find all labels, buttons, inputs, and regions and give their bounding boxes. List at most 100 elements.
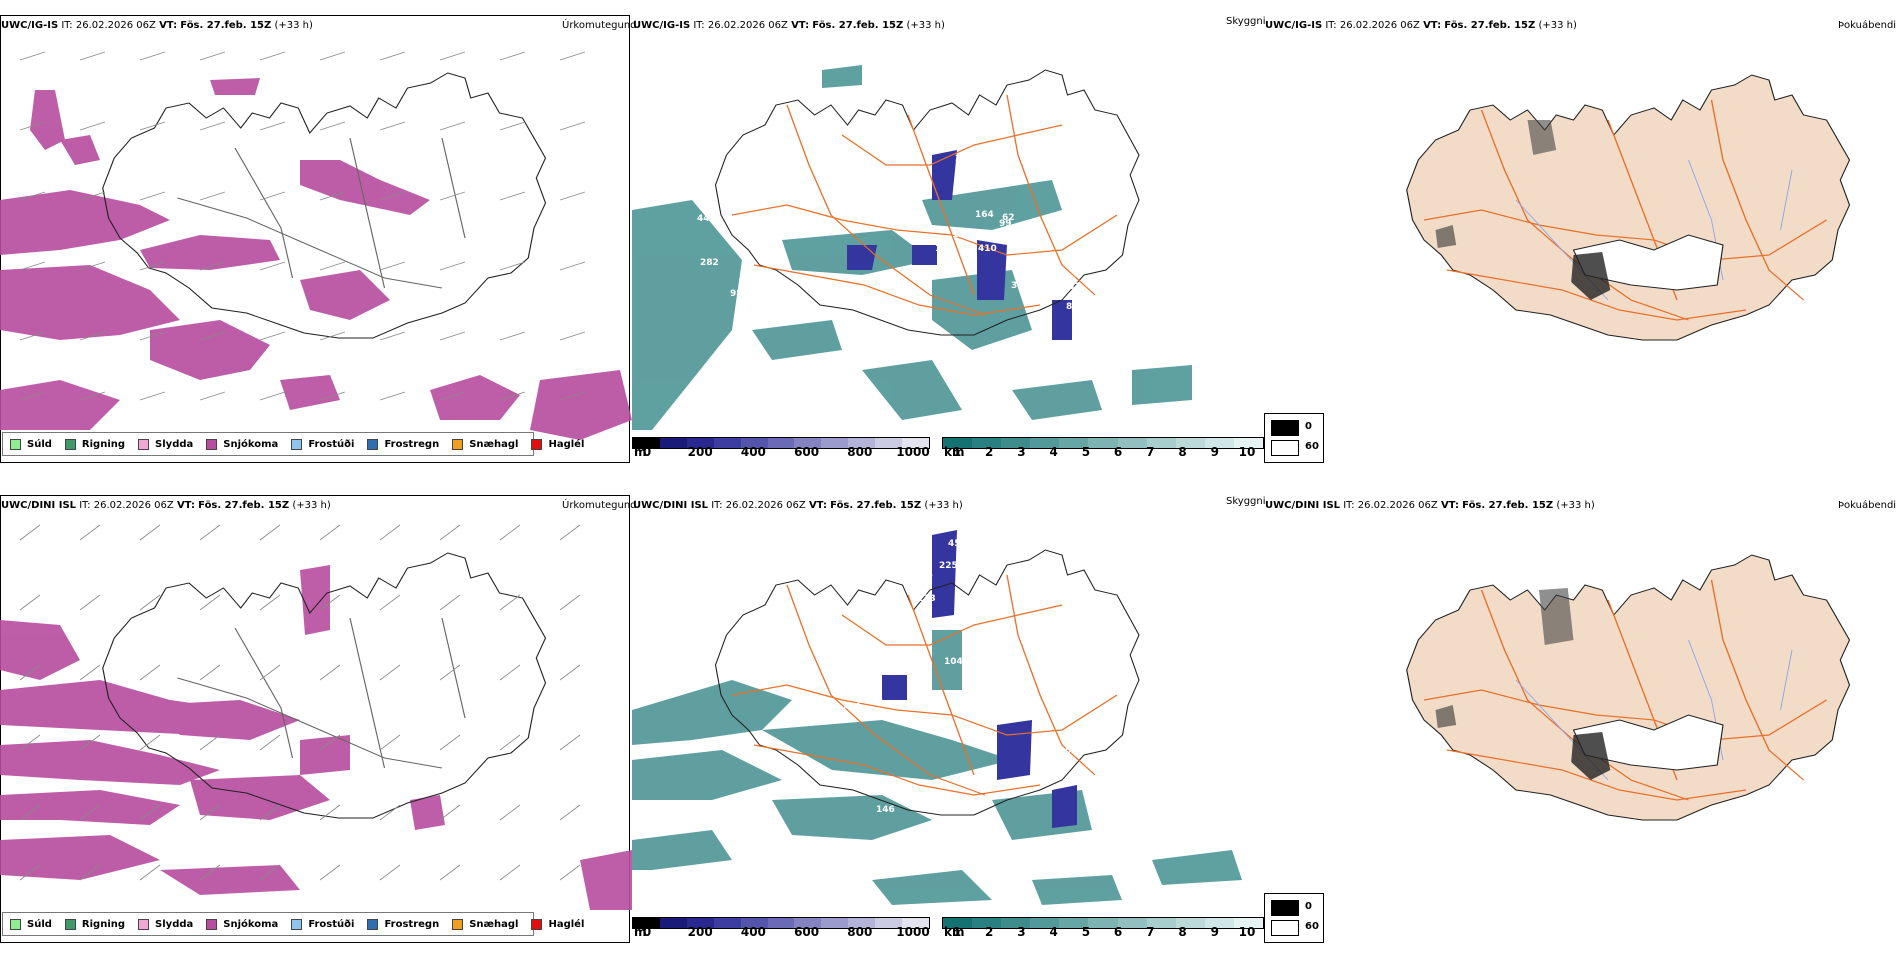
colorbar-step (1204, 918, 1234, 928)
legend-label: Snæhagl (469, 438, 519, 450)
ceiling-value-label: 98 (898, 657, 911, 667)
visibility-colorbar (942, 437, 1264, 449)
colorbar-step (1175, 918, 1205, 928)
legend-item: Snæhagl (452, 438, 519, 450)
colorbar-step (875, 438, 903, 448)
colorbar-step (713, 918, 741, 928)
colorbar-tick: 1000 (896, 445, 930, 459)
colorbar-tick: 3 (1017, 445, 1026, 459)
legend-label: Rigning (81, 918, 126, 930)
colorbar-step (740, 438, 768, 448)
colorbar-tick: 200 (687, 925, 713, 939)
colorbar-step (1001, 438, 1031, 448)
legend-item: Snæhagl (452, 918, 518, 930)
colorbar-step (1059, 918, 1089, 928)
colorbar-step (1088, 438, 1118, 448)
colorbar-step (875, 918, 903, 928)
fog-label-0: 0 (1305, 421, 1312, 432)
legend-swatch (10, 438, 21, 450)
visibility-panel: UWC/IG-IS IT: 26.02.2026 06Z VT: Fös. 27… (632, 0, 1266, 475)
colorbar-step (1117, 438, 1147, 448)
fog-swatch-0 (1271, 420, 1299, 436)
row-bottom: UWC/DINI ISL IT: 26.02.2026 06Z VT: Fös.… (0, 480, 1900, 955)
legend-label: Súld (27, 918, 52, 930)
ceiling-ticks: 0 200 400 600 800 1000 (632, 445, 930, 459)
legend-item: Snjókoma (206, 438, 278, 450)
visibility-panel: UWC/DINI ISL IT: 26.02.2026 06Z VT: Fös.… (632, 480, 1266, 955)
ceiling-value-label: 143 (954, 598, 973, 608)
colorbar-tick: 5 (1081, 925, 1091, 939)
ceiling-value-label: 77 (1011, 681, 1024, 691)
legend-item: Haglél (531, 438, 584, 450)
colorbar-tick: 0 (642, 925, 652, 939)
colorbar-step (740, 918, 768, 928)
colorbar-step (821, 438, 849, 448)
colorbar-tick: 600 (794, 445, 820, 459)
visibility-unit: km (944, 925, 965, 939)
colorbar-tick: 400 (740, 925, 766, 939)
ceiling-value-label: 981 (730, 289, 749, 299)
colorbar-step (1088, 918, 1118, 928)
legend-item: Frostregn (367, 918, 440, 930)
ceiling-colorbar (632, 917, 930, 929)
colorbar-tick: 1 (952, 925, 962, 939)
legend-item: Haglél (531, 918, 584, 930)
ceiling-value-label: 529 (864, 696, 883, 706)
legend-swatch (531, 438, 543, 450)
colorbar-step (1233, 918, 1264, 928)
ceiling-value-label: 449 (697, 214, 716, 224)
colorbar-step (659, 918, 687, 928)
legend-label: Snjókoma (223, 918, 279, 930)
ceiling-value-label: 111 (952, 230, 971, 240)
legend-swatch (367, 918, 379, 930)
legend-label: Frostregn (384, 918, 440, 930)
colorbar-tick: 4 (1049, 445, 1058, 459)
legend-item: Slydda (138, 918, 193, 930)
colorbar-tick: 2 (985, 925, 994, 939)
legend-label: Rigning (81, 438, 126, 450)
panel-right-title: Skyggni (1226, 496, 1266, 507)
ceiling-value-label: 164 (975, 210, 994, 220)
colorbar-step (848, 918, 876, 928)
row-top: UWC/IG-IS IT: 26.02.2026 06Z VT: Fös. 27… (0, 0, 1900, 475)
colorbar-step (902, 918, 929, 928)
fog-map (1406, 74, 1851, 341)
precip-map (0, 524, 632, 910)
colorbar-step (1030, 918, 1060, 928)
ceiling-value-label: 146 (876, 805, 895, 815)
colorbar-step (972, 438, 1002, 448)
ceiling-value-label: 225 (939, 561, 958, 571)
colorbar-tick: 7 (1146, 445, 1155, 459)
colorbar-step (633, 438, 660, 448)
fog-legend: 0 60 (1264, 893, 1324, 943)
panel-right-title: Skyggni (1226, 16, 1266, 27)
ceiling-value-label: 961 (763, 311, 782, 321)
ceiling-value-label: 410 (978, 244, 997, 254)
visibility-ticks: 1 2 3 4 5 6 7 8 9 10 (942, 445, 1262, 459)
visibility-ticks: 1 2 3 4 5 6 7 8 9 10 (942, 925, 1262, 939)
fog-swatch-1 (1271, 440, 1299, 456)
colorbar-step (1146, 918, 1176, 928)
colorbar-step (972, 918, 1002, 928)
legend-swatch (531, 918, 543, 930)
colorbar-step (1175, 438, 1205, 448)
fog-swatch-0 (1271, 900, 1299, 916)
colorbar-step (1030, 438, 1060, 448)
colorbar-step (686, 918, 714, 928)
ceiling-value-label: 104 (944, 657, 963, 667)
fog-swatch-1 (1271, 920, 1299, 936)
legend-label: Frostregn (384, 438, 440, 450)
panel-right-title: Þokuábendi (1838, 20, 1897, 31)
legend-item: Slydda (138, 438, 193, 450)
fog-map (1406, 554, 1851, 821)
colorbar-step (767, 918, 795, 928)
ceiling-value-label: 133 (917, 594, 936, 604)
precip-type-legend: Súld Rigning Slydda Snjókoma Frostúði Frostre… (2, 432, 584, 456)
colorbar-step (943, 438, 973, 448)
ceiling-value-label: 212 (955, 154, 974, 164)
legend-swatch (452, 438, 464, 450)
colorbar-tick: 3 (1017, 925, 1026, 939)
legend-swatch (138, 438, 150, 450)
panel-title: UWC/IG-IS IT: 26.02.2026 06Z VT: Fös. 27… (1265, 20, 1577, 31)
